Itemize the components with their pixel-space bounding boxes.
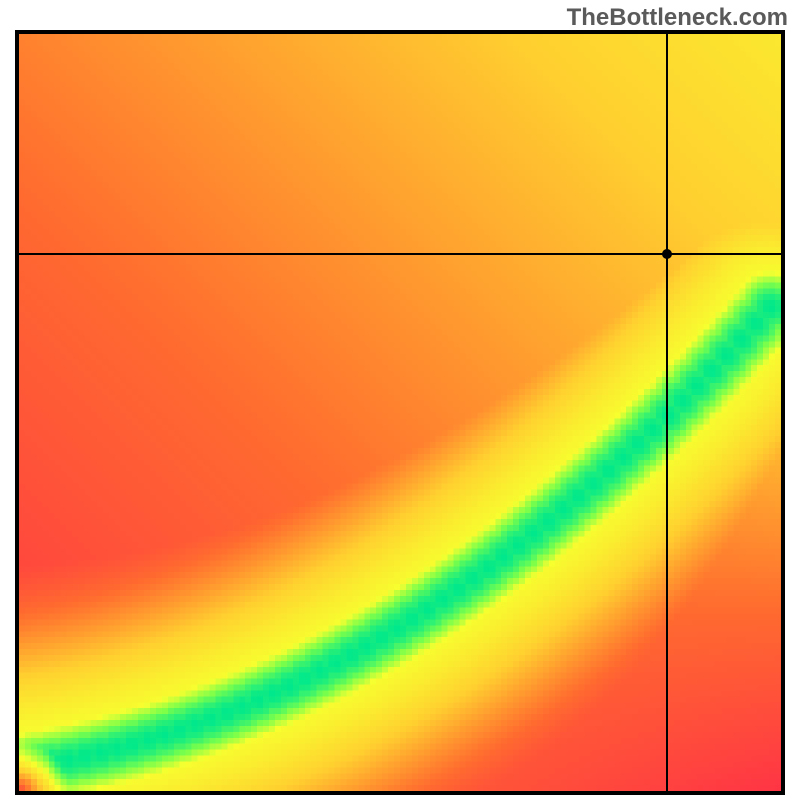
crosshair-vertical bbox=[666, 34, 668, 791]
attribution-text: TheBottleneck.com bbox=[567, 4, 788, 32]
crosshair-marker bbox=[662, 249, 672, 259]
